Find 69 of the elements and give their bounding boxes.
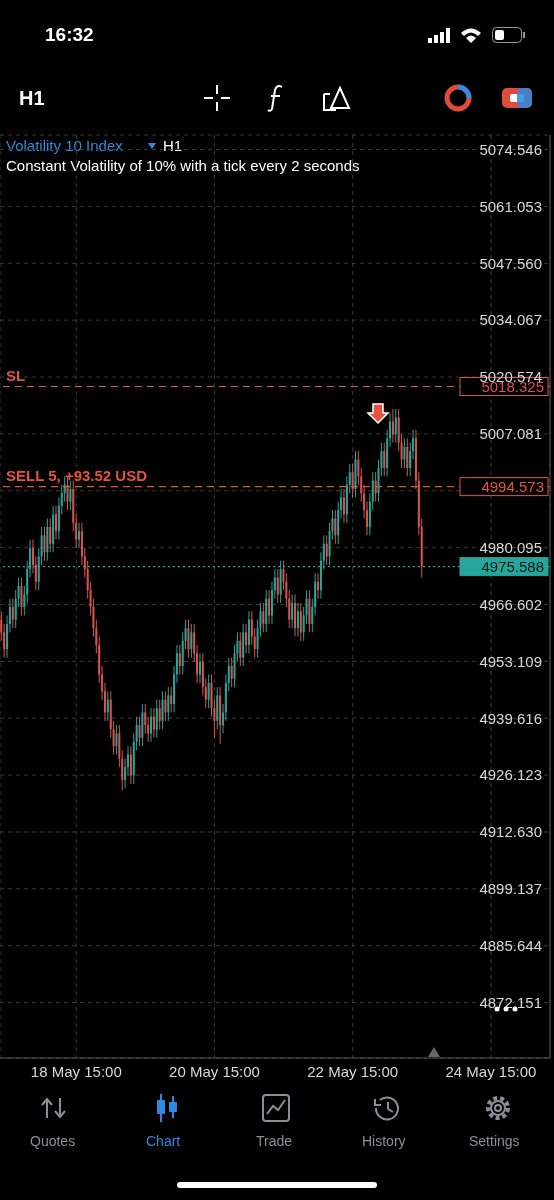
candlestick <box>170 686 173 713</box>
text: H1 <box>19 87 45 110</box>
candlestick <box>115 724 118 756</box>
candlestick <box>161 690 164 730</box>
candlestick <box>49 518 52 553</box>
y-tick-label: 4912.630 <box>479 823 542 841</box>
text: Settings <box>469 1133 520 1149</box>
text: Trade <box>256 1133 293 1149</box>
x-tick-label: 24 May 15:00 <box>445 1062 537 1080</box>
candlestick <box>155 699 158 739</box>
candlestick <box>43 526 46 562</box>
y-tick-label: 4939.616 <box>479 709 542 727</box>
text: Constant Volatility of 10% with a tick every 2 seconds <box>6 157 360 174</box>
text: Chart <box>146 1133 181 1149</box>
annotation: H1 <box>163 137 183 154</box>
candlestick <box>406 437 409 477</box>
y-tick-label: 4980.095 <box>479 538 542 556</box>
x-tick-label: 18 May 15:00 <box>30 1062 122 1080</box>
text: History <box>362 1133 406 1149</box>
candlestick <box>190 623 193 659</box>
candlestick <box>325 534 328 566</box>
candlestick <box>11 598 14 629</box>
candlestick <box>138 716 141 747</box>
candlestick <box>262 602 265 633</box>
x-tick-label: 20 May 15:00 <box>169 1062 260 1080</box>
candlestick <box>187 619 190 659</box>
candlestick <box>178 644 181 675</box>
y-tick-label: 5047.560 <box>479 254 542 272</box>
text: Quotes <box>30 1133 76 1149</box>
candlestick <box>245 623 248 654</box>
y-tick-label: 5007.081 <box>479 425 542 443</box>
y-tick-label: 5074.546 <box>479 140 542 158</box>
candlestick <box>239 631 242 667</box>
y-tick-label: 4872.151 <box>479 993 542 1011</box>
candlestick <box>383 442 386 477</box>
y-tick-label: 4926.123 <box>479 766 542 784</box>
candlestick <box>276 568 279 604</box>
candlestick <box>144 703 147 734</box>
chart-title: Volatility 10 Index <box>6 137 123 154</box>
candlestick <box>78 522 81 549</box>
candlestick <box>230 657 233 688</box>
y-tick-label: 4953.109 <box>479 652 542 670</box>
candlestick <box>158 699 161 730</box>
ref-line-label: SELL 5, +93.52 USD <box>6 466 148 484</box>
candlestick <box>167 686 170 722</box>
y-tick-label: 4966.602 <box>479 595 542 613</box>
ref-line-label: SL <box>6 366 26 384</box>
candlestick <box>351 463 354 498</box>
x-tick-label: 22 May 15:00 <box>307 1062 399 1080</box>
annotation: 4975.588 <box>481 557 544 575</box>
candlestick <box>299 602 302 642</box>
candlestick <box>106 690 109 722</box>
candlestick <box>294 593 297 638</box>
text: 16:32 <box>45 24 94 46</box>
candlestick <box>69 480 72 511</box>
candlestick <box>391 408 394 444</box>
y-tick-label: 5061.053 <box>479 197 542 215</box>
candlestick <box>334 509 337 545</box>
candlestick <box>403 437 406 469</box>
candlestick <box>317 572 320 600</box>
y-tick-label: 5034.067 <box>479 311 542 329</box>
candlestick <box>150 707 153 743</box>
candlestick <box>20 577 23 616</box>
y-tick-label: 4885.644 <box>479 937 542 955</box>
candlestick <box>207 673 210 709</box>
y-tick-label: 4899.137 <box>479 880 542 898</box>
annotation: 4994.573 <box>481 477 544 495</box>
candlestick <box>164 690 167 722</box>
candlestick <box>394 408 397 444</box>
